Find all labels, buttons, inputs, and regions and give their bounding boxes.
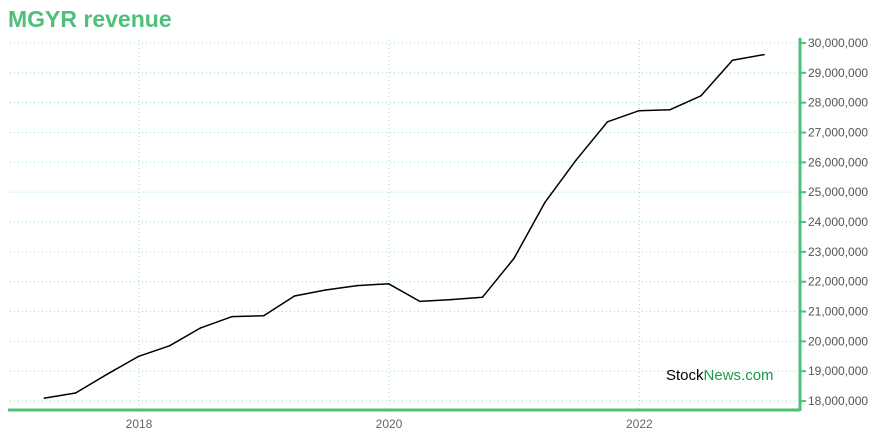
data-point bbox=[606, 120, 609, 123]
y-tick-label: 27,000,000 bbox=[808, 126, 868, 140]
data-point bbox=[387, 282, 390, 285]
chart-title: MGYR revenue bbox=[8, 6, 172, 32]
data-point bbox=[700, 94, 702, 97]
data-point bbox=[638, 109, 640, 112]
grid bbox=[10, 40, 798, 410]
data-point bbox=[450, 298, 452, 301]
data-point bbox=[356, 284, 358, 287]
y-tick-label: 23,000,000 bbox=[808, 245, 868, 259]
y-tick-label: 21,000,000 bbox=[808, 305, 868, 319]
data-point bbox=[324, 289, 327, 291]
data-point bbox=[137, 355, 140, 358]
series-line bbox=[44, 53, 765, 399]
y-tick-label: 26,000,000 bbox=[808, 155, 868, 169]
y-axis-ticks: 18,000,000 19,000,000 20,000,000 21,000,000… bbox=[800, 36, 868, 408]
y-tick-label: 28,000,000 bbox=[808, 96, 868, 110]
y-tick-label: 24,000,000 bbox=[808, 215, 868, 229]
data-point bbox=[669, 109, 671, 111]
watermark: StockNews.com bbox=[666, 367, 774, 384]
data-point bbox=[513, 257, 515, 260]
data-point bbox=[106, 373, 108, 375]
data-point bbox=[43, 397, 46, 399]
y-tick-label: 30,000,000 bbox=[808, 36, 868, 50]
data-point bbox=[763, 53, 765, 56]
data-point bbox=[168, 345, 171, 347]
data-point bbox=[74, 392, 77, 394]
x-tick-label: 2022 bbox=[626, 417, 653, 431]
x-tick-label: 2018 bbox=[126, 417, 153, 431]
y-tick-label: 18,000,000 bbox=[808, 394, 868, 408]
y-tick-label: 25,000,000 bbox=[808, 185, 868, 199]
data-point bbox=[293, 295, 296, 297]
data-point bbox=[575, 159, 577, 162]
series-layer bbox=[43, 53, 765, 399]
data-point bbox=[481, 296, 484, 299]
data-point bbox=[231, 315, 233, 318]
y-tick-label: 22,000,000 bbox=[808, 275, 868, 289]
y-tick-label: 19,000,000 bbox=[808, 364, 868, 378]
data-point bbox=[262, 314, 265, 317]
data-point bbox=[419, 300, 421, 303]
data-point bbox=[199, 327, 202, 329]
x-axis-ticks: 2018 2020 2022 bbox=[126, 417, 653, 431]
x-tick-label: 2020 bbox=[376, 417, 403, 431]
y-tick-label: 29,000,000 bbox=[808, 66, 868, 80]
data-point bbox=[731, 59, 734, 62]
y-tick-label: 20,000,000 bbox=[808, 334, 868, 348]
data-point bbox=[544, 201, 546, 204]
